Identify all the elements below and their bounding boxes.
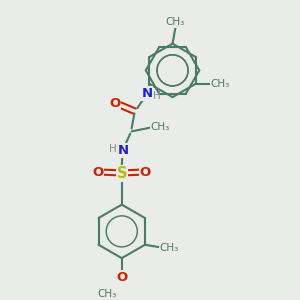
- Text: O: O: [109, 97, 120, 110]
- Text: S: S: [116, 166, 127, 181]
- Text: CH₃: CH₃: [98, 289, 117, 299]
- Text: CH₃: CH₃: [159, 243, 178, 253]
- Text: O: O: [92, 166, 104, 179]
- Text: H: H: [153, 92, 161, 101]
- Text: CH₃: CH₃: [210, 79, 229, 89]
- Text: O: O: [140, 166, 151, 179]
- Text: CH₃: CH₃: [166, 17, 185, 28]
- Text: CH₃: CH₃: [150, 122, 170, 132]
- Text: N: N: [142, 87, 153, 100]
- Text: O: O: [116, 271, 128, 284]
- Text: H: H: [109, 144, 117, 154]
- Text: N: N: [118, 144, 129, 157]
